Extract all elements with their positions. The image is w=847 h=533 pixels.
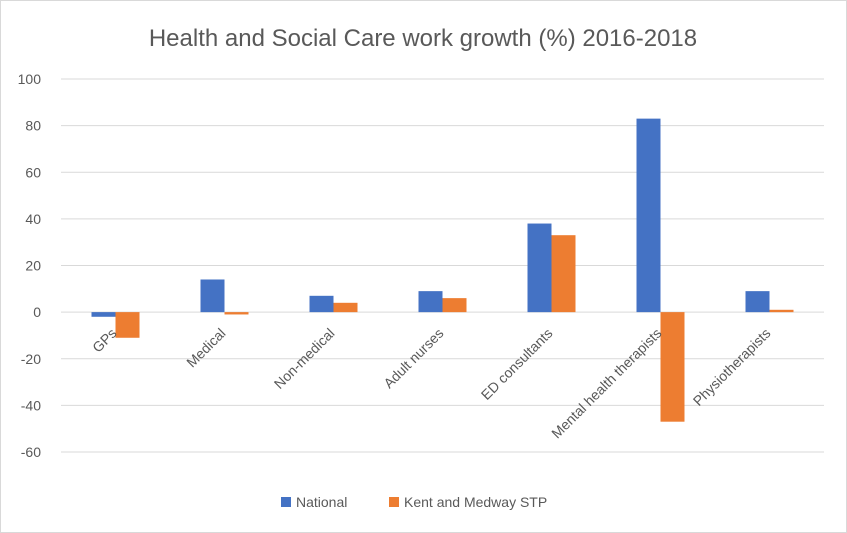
bar-kent-and-medway-stp-medical bbox=[224, 312, 249, 315]
bar-kent-and-medway-stp-gps bbox=[115, 312, 140, 338]
legend-swatch-national bbox=[281, 497, 291, 507]
bar-national-physiotherapists bbox=[745, 291, 770, 313]
legend-swatch-kent-and-medway-stp bbox=[389, 497, 399, 507]
bar-national-adult-nurses bbox=[418, 291, 443, 313]
bar-kent-and-medway-stp-adult-nurses bbox=[442, 298, 467, 313]
x-tick-label-physiotherapists: Physiotherapists bbox=[690, 325, 774, 409]
y-tick-label: 20 bbox=[25, 258, 41, 274]
y-tick-label: 100 bbox=[18, 71, 42, 87]
y-tick-label: -60 bbox=[21, 444, 41, 460]
bar-kent-and-medway-stp-physiotherapists bbox=[769, 309, 794, 313]
bars bbox=[91, 118, 794, 422]
bar-national-non-medical bbox=[309, 295, 334, 313]
y-tick-label: -20 bbox=[21, 351, 41, 367]
x-tick-label-ed-consultants: ED consultants bbox=[478, 325, 556, 403]
y-tick-label: 40 bbox=[25, 211, 41, 227]
legend-label-kent-and-medway-stp: Kent and Medway STP bbox=[404, 494, 547, 510]
bar-national-gps bbox=[91, 312, 116, 317]
x-tick-label-gps: GPs bbox=[89, 325, 120, 356]
bar-national-mental-health-therapists bbox=[636, 118, 661, 313]
bar-national-medical bbox=[200, 279, 225, 313]
y-tick-label: 80 bbox=[25, 118, 41, 134]
x-tick-label-adult-nurses: Adult nurses bbox=[380, 325, 446, 391]
bar-national-ed-consultants bbox=[527, 223, 552, 313]
x-tick-label-medical: Medical bbox=[183, 325, 228, 370]
bar-kent-and-medway-stp-mental-health-therapists bbox=[660, 312, 685, 422]
y-tick-label: 0 bbox=[33, 304, 41, 320]
legend: National Kent and Medway STP bbox=[281, 494, 547, 510]
x-tick-label-mental-health-therapists: Mental health therapists bbox=[548, 325, 664, 441]
bar-kent-and-medway-stp-non-medical bbox=[333, 302, 358, 313]
legend-label-national: National bbox=[296, 494, 347, 510]
y-tick-label: 60 bbox=[25, 164, 41, 180]
y-axis-ticks: 100 80 60 40 20 0 -20 -40 -60 bbox=[18, 71, 42, 460]
y-tick-label: -40 bbox=[21, 397, 41, 413]
chart-title: Health and Social Care work growth (%) 2… bbox=[149, 25, 697, 52]
bar-kent-and-medway-stp-ed-consultants bbox=[551, 235, 576, 313]
